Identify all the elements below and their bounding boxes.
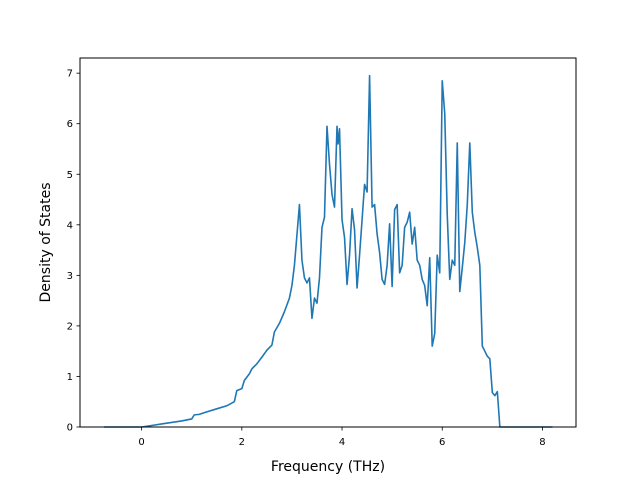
x-tick-label: 0 [138, 437, 144, 448]
x-tick-label: 2 [239, 437, 245, 448]
series-line-0 [104, 74, 553, 428]
x-tick-label: 6 [439, 437, 445, 448]
x-tick-label: 8 [539, 437, 545, 448]
y-tick-label: 4 [67, 220, 73, 231]
y-tick-label: 1 [67, 372, 73, 383]
plot-frame [79, 57, 577, 428]
y-tick-label: 7 [67, 69, 73, 80]
x-axis-ticks: 0 2 4 6 8 [138, 427, 546, 448]
series-layer [104, 74, 553, 428]
y-tick-label: 2 [67, 321, 73, 332]
x-tick-label: 4 [339, 437, 345, 448]
y-tick-label: 3 [67, 271, 73, 282]
plot-area [80, 58, 576, 427]
y-axis-label: Density of States [38, 183, 54, 303]
y-axis-ticks: 0 1 2 3 4 5 6 7 [67, 69, 80, 434]
y-tick-label: 0 [67, 423, 73, 434]
y-tick-label: 5 [67, 170, 73, 181]
y-tick-label: 6 [67, 119, 73, 130]
x-axis-label: Frequency (THz) [271, 459, 385, 475]
